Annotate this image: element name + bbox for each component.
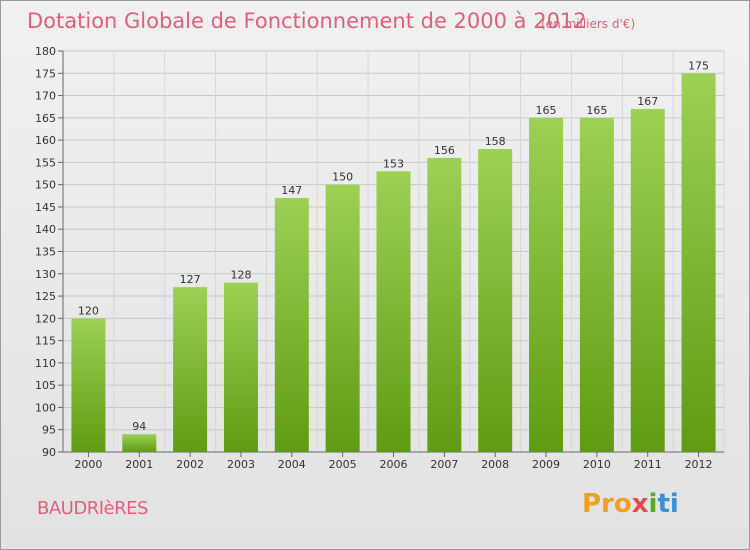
bar (478, 149, 513, 452)
y-tick-label: 115 (35, 335, 56, 348)
bar (71, 318, 106, 452)
x-tick-label: 2009 (532, 458, 560, 471)
proxiti-logo[interactable]: Proxiti (582, 489, 679, 519)
bar (122, 434, 157, 452)
y-tick-label: 160 (35, 134, 56, 147)
y-tick-label: 150 (35, 179, 56, 192)
bar (529, 117, 564, 452)
x-tick-label: 2010 (583, 458, 611, 471)
bar (630, 108, 665, 452)
bar (376, 171, 411, 453)
data-label: 158 (485, 135, 506, 148)
bar (173, 287, 208, 452)
data-label: 165 (536, 104, 557, 117)
data-label: 165 (586, 104, 607, 117)
x-tick-label: 2000 (74, 458, 102, 471)
data-label: 153 (383, 157, 404, 170)
y-tick-label: 130 (35, 268, 56, 281)
y-tick-label: 95 (42, 424, 56, 437)
x-tick-label: 2004 (278, 458, 306, 471)
logo-part-1: Pro (582, 489, 632, 519)
data-label: 120 (78, 304, 99, 317)
bar (274, 198, 309, 452)
y-tick-label: 110 (35, 357, 56, 370)
chart-title: Dotation Globale de Fonctionnement de 20… (27, 9, 587, 33)
y-tick-label: 155 (35, 156, 56, 169)
y-tick-label: 135 (35, 246, 56, 259)
y-tick-label: 100 (35, 401, 56, 414)
data-label: 167 (637, 95, 658, 108)
bars (71, 73, 716, 453)
y-tick-label: 175 (35, 67, 56, 80)
x-tick-label: 2008 (481, 458, 509, 471)
y-tick-label: 125 (35, 290, 56, 303)
y-tick-label: 90 (42, 446, 56, 459)
y-tick-label: 140 (35, 223, 56, 236)
chart-subtitle: (en milliers d'€) (541, 17, 636, 31)
y-tick-label: 165 (35, 112, 56, 125)
x-tick-label: 2005 (329, 458, 357, 471)
bar (681, 73, 716, 453)
x-tick-label: 2012 (685, 458, 713, 471)
y-tick-label: 145 (35, 201, 56, 214)
logo-part-2: x (631, 489, 649, 519)
axes: 90 95 100 105 110 115 120 125 130 135 140 145 150 155… (35, 45, 724, 471)
bar (325, 184, 360, 452)
labels: 120 94 127 128 147 150 153 156 158 165 165 167 175 (78, 59, 709, 433)
data-label: 156 (434, 144, 455, 157)
x-tick-label: 2001 (125, 458, 153, 471)
bar (427, 157, 462, 452)
logo-part-4: ti (657, 489, 679, 519)
logo-part-3: i (648, 489, 658, 519)
data-label: 128 (230, 269, 251, 282)
x-tick-label: 2003 (227, 458, 255, 471)
y-tick-label: 120 (35, 312, 56, 325)
x-tick-label: 2011 (634, 458, 662, 471)
bar (579, 117, 614, 452)
x-tick-label: 2002 (176, 458, 204, 471)
data-label: 94 (132, 420, 146, 433)
y-tick-label: 180 (35, 45, 56, 58)
bar (223, 282, 258, 452)
data-label: 147 (281, 184, 302, 197)
commune-name: BAUDRIèRES (37, 498, 148, 519)
data-label: 127 (180, 273, 201, 286)
data-label: 150 (332, 171, 353, 184)
y-tick-label: 170 (35, 90, 56, 103)
data-label: 175 (688, 59, 709, 72)
x-tick-label: 2007 (430, 458, 458, 471)
y-tick-label: 105 (35, 379, 56, 392)
x-tick-label: 2006 (380, 458, 408, 471)
